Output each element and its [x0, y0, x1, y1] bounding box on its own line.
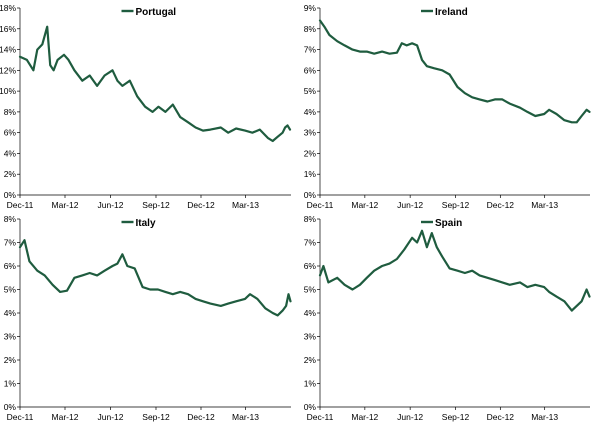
y-tick-label: 6%	[4, 128, 17, 138]
y-tick-label: 2%	[304, 148, 317, 158]
chart-panel-italy: 0% 1% 2% 3% 4% 5% 6% 7% 8% Dec-11 Mar-12 Jun-12 Sep-…	[4, 214, 292, 422]
y-tick-label: 1%	[304, 379, 317, 389]
y-tick-label: 8%	[4, 107, 17, 117]
x-tick-label: Mar-12	[351, 200, 378, 210]
y-tick-label: 8%	[304, 214, 317, 224]
x-tick-label: Dec-12	[487, 200, 515, 210]
x-tick-label: Mar-13	[531, 412, 558, 422]
x-tick-label: Mar-12	[351, 412, 378, 422]
x-tick-label: Sep-12	[142, 200, 170, 210]
y-tick-label: 2%	[4, 355, 17, 365]
y-tick-label: 14%	[0, 45, 16, 55]
x-tick-label: Jun-12	[397, 200, 423, 210]
x-tick-label: Sep-12	[442, 412, 470, 422]
x-tick-label: Dec-12	[187, 412, 215, 422]
x-tick-label: Dec-12	[487, 412, 515, 422]
series-line-italy	[18, 239, 292, 317]
y-tick-label: 4%	[304, 107, 317, 117]
y-tick-label: 16%	[0, 24, 16, 34]
y-tick-label: 6%	[304, 261, 317, 271]
legend-label: Portugal	[136, 7, 177, 18]
legend: Ireland	[421, 7, 468, 18]
y-tick-label: 0%	[304, 190, 317, 200]
legend: Italy	[121, 218, 156, 229]
x-tick-label: Dec-11	[307, 412, 334, 422]
x-tick-label: Sep-12	[142, 412, 170, 422]
y-tick-label: 5%	[304, 285, 317, 295]
series-line-portugal	[18, 25, 292, 143]
y-tick-label: 9%	[304, 3, 317, 13]
x-tick-label: Mar-13	[232, 200, 259, 210]
x-tick-label: Sep-12	[442, 200, 470, 210]
y-tick-label: 7%	[304, 238, 317, 248]
x-tick-label: Jun-12	[97, 200, 123, 210]
legend-label: Ireland	[435, 7, 468, 18]
legend-label: Italy	[136, 218, 156, 229]
y-tick-label: 3%	[4, 332, 17, 342]
x-tick-label: Dec-11	[307, 200, 334, 210]
y-tick-label: 8%	[304, 24, 317, 34]
y-tick-label: 7%	[304, 45, 317, 55]
legend: Portugal	[121, 7, 177, 18]
y-tick-label: 10%	[0, 86, 16, 96]
y-tick-label: 7%	[4, 238, 17, 248]
x-tick-label: Jun-12	[97, 412, 123, 422]
chart-panel-spain: 0% 1% 2% 3% 4% 5% 6% 7% 8% Dec-11 Mar-12 Jun-12 Sep-…	[304, 214, 591, 422]
y-tick-label: 6%	[304, 65, 317, 75]
y-tick-label: 5%	[4, 285, 17, 295]
x-tick-label: Mar-12	[52, 200, 79, 210]
x-tick-label: Mar-12	[52, 412, 79, 422]
series-line-spain	[318, 229, 591, 312]
y-tick-label: 3%	[304, 128, 317, 138]
y-tick-label: 6%	[4, 261, 17, 271]
legend: Spain	[421, 218, 462, 229]
x-tick-label: Mar-13	[232, 412, 259, 422]
y-tick-label: 2%	[4, 169, 17, 179]
chart-panel-portugal: 0% 2% 4% 6% 8% 10% 12% 14% 16% 18% Dec-11 Mar-12 Jun…	[0, 3, 292, 210]
y-tick-label: 1%	[304, 169, 317, 179]
y-tick-label: 12%	[0, 65, 16, 75]
y-tick-label: 0%	[4, 402, 17, 412]
x-tick-label: Dec-11	[7, 200, 34, 210]
y-tick-label: 4%	[304, 308, 317, 318]
x-tick-label: Dec-12	[187, 200, 215, 210]
series-line-ireland	[318, 19, 591, 124]
y-tick-label: 8%	[4, 214, 17, 224]
x-tick-label: Jun-12	[397, 412, 423, 422]
y-tick-label: 1%	[4, 379, 17, 389]
y-tick-label: 3%	[304, 332, 317, 342]
y-tick-label: 5%	[304, 86, 317, 96]
y-tick-label: 4%	[4, 148, 17, 158]
y-tick-label: 2%	[304, 355, 317, 365]
y-tick-label: 4%	[4, 308, 17, 318]
x-tick-label: Mar-13	[531, 200, 558, 210]
y-tick-label: 18%	[0, 3, 16, 13]
y-tick-label: 0%	[4, 190, 17, 200]
chart-panel-ireland: 0% 1% 2% 3% 4% 5% 6% 7% 8% 9% Dec-11 Mar-12 Jun-12 Se…	[304, 3, 591, 210]
y-tick-label: 0%	[304, 402, 317, 412]
legend-label: Spain	[435, 218, 462, 229]
x-tick-label: Dec-11	[7, 412, 34, 422]
